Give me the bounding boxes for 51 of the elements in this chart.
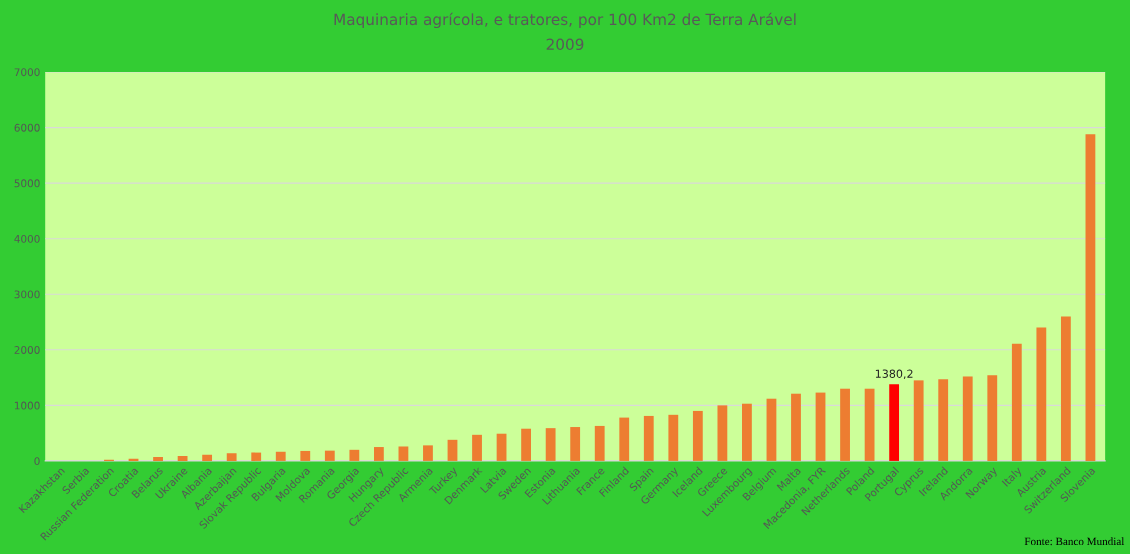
bar	[1011, 343, 1022, 461]
bar	[766, 398, 777, 461]
bar	[349, 449, 360, 461]
bar	[1085, 134, 1096, 461]
bar	[324, 450, 335, 461]
bar	[594, 425, 605, 461]
bar	[619, 417, 630, 461]
bar	[177, 455, 188, 461]
bar	[815, 392, 826, 461]
y-tick-label: 5000	[14, 179, 40, 188]
y-tick-label: 4000	[14, 234, 40, 243]
bar	[864, 388, 875, 461]
bar	[496, 433, 507, 461]
bar	[570, 427, 581, 461]
bar	[226, 453, 237, 461]
source-note: Fonte: Banco Mundial	[1024, 537, 1125, 546]
chart-title: Maquinaria agrícola, e tratores, por 100 Km2 de Terra Arável	[334, 12, 796, 29]
bar	[840, 388, 850, 461]
bar	[521, 428, 532, 461]
bar	[153, 457, 163, 461]
bar	[447, 439, 458, 461]
bar	[643, 415, 654, 461]
y-tick-label: 6000	[14, 123, 40, 132]
y-tick-label: 0	[34, 457, 40, 466]
bar	[987, 375, 998, 461]
bar	[668, 414, 679, 461]
bar	[398, 446, 409, 461]
bar	[742, 403, 752, 461]
bar	[889, 384, 900, 461]
bar	[913, 380, 924, 461]
bar	[545, 428, 556, 461]
bar	[692, 410, 703, 461]
bar	[962, 376, 973, 461]
chart-subtitle: 2009	[546, 38, 584, 51]
bar	[938, 379, 949, 461]
bar	[1060, 316, 1071, 461]
data-label: 1380,2	[875, 369, 913, 380]
bar	[251, 452, 262, 461]
bar	[275, 451, 286, 461]
bar	[423, 445, 433, 461]
y-tick-label: 1000	[14, 401, 40, 410]
y-tick-label: 2000	[14, 346, 40, 354]
bar	[373, 447, 384, 461]
bar	[1036, 327, 1047, 461]
bar	[717, 405, 728, 461]
y-tick-label: 3000	[14, 290, 40, 299]
bar	[202, 454, 213, 461]
bar	[791, 393, 801, 461]
y-tick-label: 7000	[14, 68, 40, 77]
bar	[300, 450, 311, 461]
bar	[472, 434, 482, 461]
